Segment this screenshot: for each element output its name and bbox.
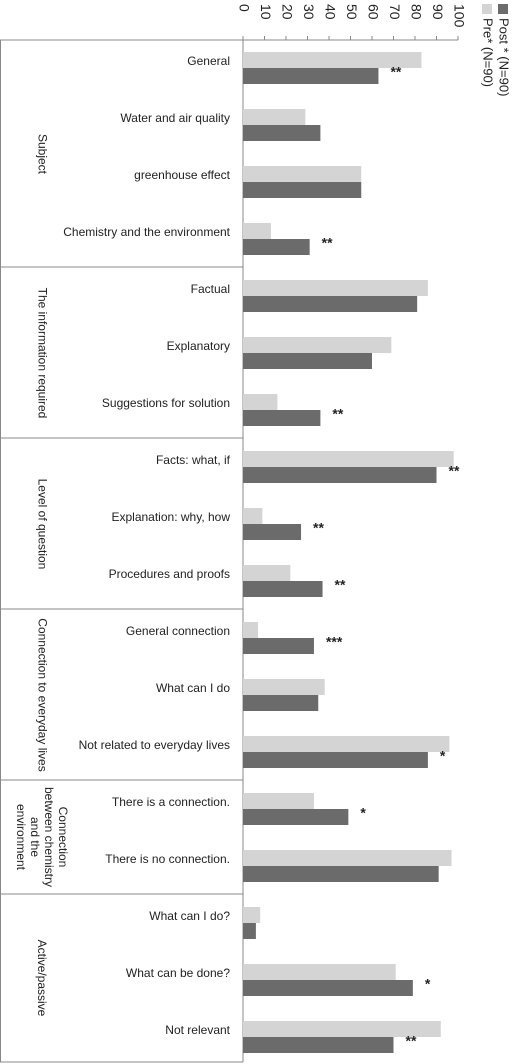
x-tick-label: 10 bbox=[258, 4, 274, 20]
y-tick-label: What can I do bbox=[156, 681, 230, 695]
bar bbox=[243, 622, 259, 638]
group-label: Level of question bbox=[35, 478, 49, 569]
bar bbox=[243, 736, 450, 752]
bar bbox=[243, 793, 314, 809]
group-label: Subject bbox=[35, 133, 49, 174]
bar bbox=[243, 866, 439, 882]
x-tick-label: 40 bbox=[322, 4, 338, 20]
y-tick-label: Explanation: why, how bbox=[111, 510, 230, 524]
significance-label: ** bbox=[335, 577, 346, 593]
group-label: The information required bbox=[35, 287, 49, 418]
y-tick-label: There is a connection. bbox=[112, 795, 230, 809]
significance-label: * bbox=[425, 976, 431, 992]
bar bbox=[243, 907, 261, 923]
x-tick-label: 100 bbox=[451, 4, 467, 28]
x-tick-label: 0 bbox=[236, 4, 252, 12]
bar bbox=[243, 923, 256, 939]
y-tick-label: Procedures and proofs bbox=[109, 567, 230, 581]
group-label: Connection between chemistry and the env… bbox=[14, 786, 70, 888]
bar bbox=[243, 451, 454, 467]
x-tick-label: 80 bbox=[408, 4, 424, 20]
bar bbox=[243, 280, 428, 296]
group-label: Connection to everyday lives bbox=[35, 617, 49, 772]
bar bbox=[243, 467, 437, 483]
bar bbox=[243, 752, 428, 768]
y-tick-label: Suggestions for solution bbox=[102, 396, 230, 410]
bar bbox=[243, 223, 271, 239]
significance-label: ** bbox=[449, 463, 460, 479]
bar bbox=[243, 980, 413, 996]
y-tick-label: Facts: what, if bbox=[156, 453, 231, 467]
bar bbox=[243, 638, 314, 654]
bar bbox=[243, 1021, 441, 1037]
legend-swatch bbox=[498, 4, 508, 14]
bar bbox=[243, 695, 319, 711]
significance-label: * bbox=[360, 805, 366, 821]
bar bbox=[243, 337, 392, 353]
y-tick-label: Water and air quality bbox=[120, 111, 230, 125]
x-tick-label: 90 bbox=[430, 4, 446, 20]
bar bbox=[243, 964, 396, 980]
y-tick-label: General connection bbox=[126, 624, 230, 638]
significance-label: ** bbox=[313, 520, 324, 536]
significance-label: * bbox=[440, 748, 446, 764]
bar bbox=[243, 524, 302, 540]
bar bbox=[243, 68, 379, 84]
x-tick-label: 70 bbox=[387, 4, 403, 20]
significance-label: ** bbox=[322, 235, 333, 251]
y-tick-label: Explanatory bbox=[167, 339, 230, 353]
y-tick-label: Not related to everyday lives bbox=[79, 738, 230, 752]
y-tick-label: There is no connection. bbox=[105, 852, 230, 866]
bar bbox=[243, 239, 310, 255]
bar bbox=[243, 353, 372, 369]
bar bbox=[243, 109, 306, 125]
bar bbox=[243, 508, 263, 524]
significance-label: ** bbox=[332, 406, 343, 422]
y-tick-label: Chemistry and the environment bbox=[63, 225, 230, 239]
y-tick-label: General bbox=[187, 54, 230, 68]
bar bbox=[243, 125, 321, 141]
bar bbox=[243, 394, 278, 410]
bar bbox=[243, 296, 418, 312]
bar bbox=[243, 1037, 394, 1053]
significance-label: *** bbox=[326, 634, 343, 650]
x-tick-label: 60 bbox=[365, 4, 381, 20]
x-tick-label: 50 bbox=[344, 4, 360, 20]
bar bbox=[243, 679, 325, 695]
significance-label: ** bbox=[390, 64, 401, 80]
bar bbox=[243, 850, 452, 866]
x-tick-label: 20 bbox=[279, 4, 295, 20]
bar bbox=[243, 166, 362, 182]
y-tick-label: What can be done? bbox=[126, 966, 230, 980]
legend-swatch bbox=[482, 4, 492, 14]
group-label: Active/passive bbox=[35, 939, 49, 1017]
bar bbox=[243, 410, 321, 426]
significance-label: ** bbox=[406, 1033, 417, 1049]
bar bbox=[243, 52, 422, 68]
bar bbox=[243, 565, 291, 581]
bar bbox=[243, 581, 323, 597]
y-tick-label: greenhouse effect bbox=[134, 168, 231, 182]
bar bbox=[243, 182, 362, 198]
legend-label: Pre* (N=90) bbox=[481, 18, 496, 87]
legend-label: Post * (N=90) bbox=[497, 18, 512, 96]
y-tick-label: What can I do? bbox=[149, 909, 230, 923]
bar bbox=[243, 809, 349, 825]
y-tick-label: Factual bbox=[191, 282, 230, 296]
y-tick-label: Not relevant bbox=[165, 1023, 230, 1037]
x-tick-label: 30 bbox=[301, 4, 317, 20]
